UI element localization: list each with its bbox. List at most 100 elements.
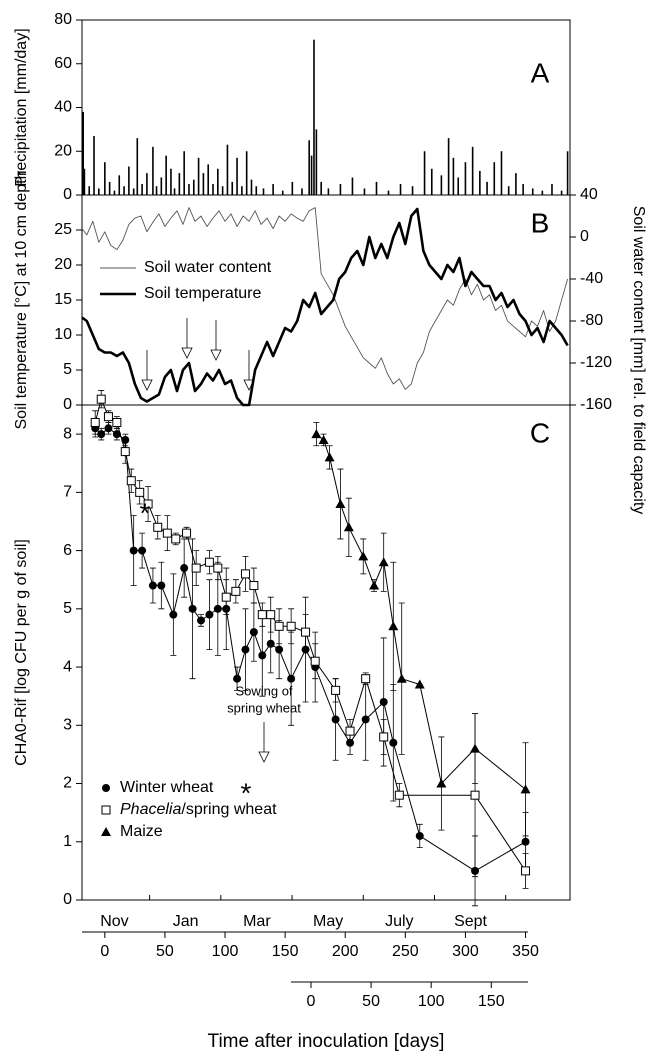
bar <box>155 186 158 195</box>
y2-axis-label: Soil water content [mm] rel. to field ca… <box>630 206 647 515</box>
marker <box>266 610 276 620</box>
bar <box>447 138 450 195</box>
marker <box>415 831 424 840</box>
bar <box>262 188 265 195</box>
bar <box>178 173 181 195</box>
marker <box>274 621 284 631</box>
x-tick-label: 50 <box>156 943 174 960</box>
marker <box>266 639 275 648</box>
y-tick-label: 10 <box>54 326 72 343</box>
marker <box>213 604 222 613</box>
y-tick-label: 0 <box>63 186 72 203</box>
series-line <box>316 433 526 790</box>
x2-tick-label: 0 <box>307 993 316 1010</box>
bar <box>132 188 135 195</box>
bar <box>83 168 86 195</box>
marker <box>324 452 335 462</box>
marker <box>470 790 480 800</box>
asterisk: * <box>241 777 252 808</box>
y-tick-label: 60 <box>54 55 72 72</box>
bar <box>423 151 426 195</box>
bar <box>515 173 517 195</box>
marker <box>188 604 197 613</box>
bar <box>387 190 390 195</box>
bar <box>464 162 467 195</box>
bar <box>98 188 100 195</box>
marker <box>414 679 425 689</box>
marker <box>361 715 370 724</box>
month-label: Nov <box>100 913 128 930</box>
legend-label: Soil water content <box>144 259 272 276</box>
panel-label: A <box>531 57 550 88</box>
y-axis-label: CHA0-Rif [log CFU per g of soil] <box>13 539 30 766</box>
marker <box>249 628 258 637</box>
bar <box>339 184 342 195</box>
bar <box>522 184 524 195</box>
annotation: Sowing of <box>235 683 292 698</box>
marker <box>101 827 111 836</box>
y-tick-label: 6 <box>63 542 72 559</box>
marker <box>120 447 130 457</box>
annotation: spring wheat <box>227 700 301 715</box>
x-tick-label: 0 <box>100 943 109 960</box>
bar <box>108 181 111 195</box>
marker <box>135 487 145 497</box>
bar <box>146 173 148 195</box>
panel-label: B <box>531 207 550 238</box>
bar <box>291 181 294 195</box>
bar <box>301 188 303 195</box>
bar <box>236 157 238 195</box>
month-label: Jan <box>173 913 199 930</box>
marker <box>191 563 201 573</box>
x-tick-label: 300 <box>452 943 479 960</box>
marker <box>358 551 369 561</box>
marker <box>521 866 531 876</box>
marker <box>169 610 178 619</box>
bar <box>399 184 402 195</box>
x2-tick-label: 50 <box>362 993 380 1010</box>
bar <box>255 186 258 195</box>
x-tick-label: 200 <box>332 943 359 960</box>
bar <box>479 170 481 195</box>
y-tick-label: 8 <box>63 425 72 442</box>
marker <box>240 569 250 579</box>
marker <box>249 581 259 591</box>
bar <box>493 162 496 195</box>
bar <box>308 140 310 195</box>
x2-tick-label: 150 <box>478 993 505 1010</box>
series-line <box>81 207 569 407</box>
bar <box>207 164 210 195</box>
marker <box>394 790 404 800</box>
y-tick-label: 0 <box>63 891 72 908</box>
marker <box>396 673 407 683</box>
bar <box>327 188 330 195</box>
marker <box>436 778 447 788</box>
legend-label: Soil temperature <box>144 285 261 302</box>
bar <box>183 151 185 195</box>
marker <box>180 564 189 573</box>
bar <box>363 188 366 195</box>
y2-tick-label: -80 <box>580 312 603 329</box>
bar <box>560 190 563 195</box>
marker <box>221 592 231 602</box>
marker <box>301 627 311 637</box>
bar <box>471 146 474 195</box>
bar <box>123 186 125 195</box>
marker <box>97 430 106 439</box>
bar <box>241 186 243 195</box>
marker <box>331 715 340 724</box>
bar <box>430 168 433 195</box>
y-tick-label: 5 <box>63 361 72 378</box>
bar <box>231 181 234 195</box>
x-tick-label: 350 <box>512 943 539 960</box>
legend-label: Winter wheat <box>120 779 214 796</box>
y-tick-label: 7 <box>63 484 72 501</box>
y-tick-label: 25 <box>54 221 72 238</box>
bar <box>118 175 121 195</box>
y-axis-label: Soil temperature [°C] at 10 cm depth <box>13 171 30 430</box>
y-axis-label: Precipitation [mm/day] <box>13 28 30 186</box>
marker <box>96 394 106 404</box>
marker <box>231 586 241 596</box>
arrow-head <box>210 349 222 361</box>
bar <box>192 179 195 195</box>
